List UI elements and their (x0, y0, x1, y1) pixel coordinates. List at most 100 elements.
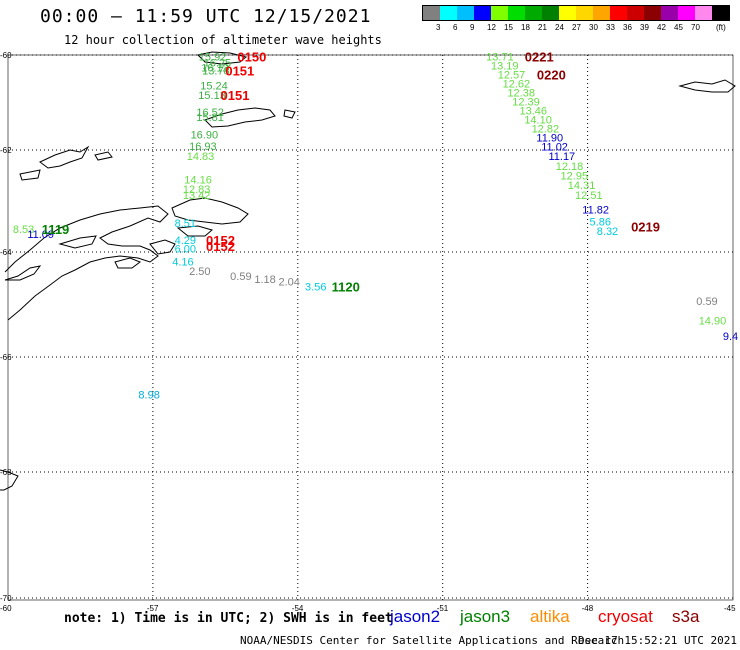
legend-swatch (423, 6, 440, 20)
wave-height-label: 2.04 (278, 276, 299, 288)
pass-time-label: 1119 (42, 222, 69, 237)
wave-height-label: 11.90 (536, 133, 563, 145)
wave-height-label: 5.86 (590, 216, 611, 228)
satellite-legend-s3a: s3a (672, 607, 700, 626)
latitude-label: -66 (0, 353, 12, 362)
legend-tick-label: 33 (606, 23, 615, 32)
wave-height-label: 12.83 (183, 184, 211, 196)
wave-height-label: 12.62 (503, 79, 531, 91)
legend-swatch (491, 6, 508, 20)
legend-tick-label: 21 (538, 23, 547, 32)
latitude-label: -64 (0, 248, 12, 257)
satellite-legend-altika: altika (530, 607, 570, 626)
legend-swatches (422, 5, 730, 21)
legend-swatch (457, 6, 474, 20)
wave-height-label: 12.18 (556, 161, 584, 173)
wave-height-label: 0.59 (696, 296, 717, 308)
legend-labels: 3 6 9 12 15 18 21 24 27 30 33 36 39 42 45 70 (ft) (422, 21, 730, 33)
legend-tick-label: 27 (572, 23, 581, 32)
pass-time-label: 0150 (237, 49, 266, 64)
wave-height-label: 13.42 (183, 190, 211, 202)
legend-swatch (593, 6, 610, 20)
legend-swatch (695, 6, 712, 20)
satellite-legend-jason2: jason2 (390, 607, 441, 626)
legend-tick-label: 9 (470, 23, 475, 32)
legend-swatch (542, 6, 559, 20)
legend-tick-label: 6 (453, 23, 458, 32)
latitude-label: -62 (0, 146, 12, 155)
wave-height-label: 13.19 (491, 60, 519, 72)
coastline-james-ross-island (114, 239, 176, 269)
color-legend: 3 6 9 12 15 18 21 24 27 30 33 36 39 42 45 70 (ft) (422, 5, 730, 33)
coastline-weddell-edge (0, 469, 19, 491)
legend-tick-label: 30 (589, 23, 598, 32)
legend-swatch (559, 6, 576, 20)
wave-height-label: 14.10 (524, 115, 552, 127)
legend-unit: (ft) (716, 23, 726, 32)
legend-tick-label: 70 (691, 23, 700, 32)
wave-height-label: 16.93 (189, 141, 217, 153)
legend-tick-label: 18 (521, 23, 530, 32)
pass-time-label: 1120 (332, 280, 360, 295)
wave-height-label: 12.38 (507, 88, 535, 100)
pass-time-label: 0151 (225, 64, 254, 79)
wave-height-label: 9.4 (723, 331, 738, 343)
footer-timestamp: Dec 17 15:52:21 UTC 2021 (578, 634, 737, 647)
wave-height-label: 8.98 (138, 389, 159, 401)
satellite-legend-cryosat: cryosat (598, 607, 653, 626)
wave-height-label: 14.90 (699, 315, 727, 327)
legend-tick-label: 24 (555, 23, 564, 32)
wave-height-label: 16.25 (204, 58, 232, 70)
legend-swatch (610, 6, 627, 20)
wave-height-label: 16.90 (191, 129, 219, 141)
latitude-label: -70 (0, 594, 12, 603)
legend-swatch (712, 6, 729, 20)
pass-time-label: 0152 (206, 233, 235, 248)
axis-labels: -60-62-64-66-68-70-60 -57 -54 -51 -48 -45 (0, 51, 736, 613)
map-subtitle: 12 hour collection of altimeter wave hei… (64, 33, 382, 47)
wave-height-label: 14.31 (568, 180, 596, 192)
wave-height-label: 8.53 (13, 224, 34, 236)
wave-height-label: 2.50 (189, 266, 210, 278)
coastline-joinville-island (171, 197, 249, 237)
wave-height-label: 15.92 (199, 51, 227, 63)
pass-time-label: 0152 (206, 239, 235, 254)
pass-time-label: 0151 (221, 88, 250, 103)
wave-height-label: 11.82 (582, 205, 609, 217)
pass-time-label: 0220 (537, 67, 566, 82)
satellite-legend-jason3: jason3 (460, 607, 511, 626)
legend-swatch (644, 6, 661, 20)
longitude-label: -51 (437, 604, 449, 613)
legend-swatch (661, 6, 678, 20)
legend-swatch (508, 6, 525, 20)
wave-height-label: 11.17 (548, 151, 575, 163)
wave-height-label: 11.09 (27, 229, 54, 241)
longitude-label: -60 (0, 604, 12, 613)
coastline-antarctic-peninsula (4, 205, 169, 321)
longitude-label: -48 (582, 604, 594, 613)
wave-height-label: 12.95 (561, 171, 589, 183)
legend-swatch (678, 6, 695, 20)
legend-swatch (474, 6, 491, 20)
legend-swatch (440, 6, 457, 20)
wave-height-label: 1.18 (254, 274, 275, 286)
wave-height-label: 14.83 (187, 151, 215, 163)
longitude-label: -57 (147, 604, 159, 613)
map-title: 00:00 – 11:59 UTC 12/15/2021 (40, 6, 372, 27)
wave-height-label: 8.51 (175, 218, 196, 230)
legend-tick-label: 45 (674, 23, 683, 32)
legend-swatch (627, 6, 644, 20)
wave-height-label: 12.82 (532, 124, 560, 136)
longitude-label: -45 (724, 604, 736, 613)
wave-height-label: 12.39 (512, 97, 540, 109)
legend-tick-label: 3 (436, 23, 441, 32)
wave-height-label: 14.16 (184, 175, 212, 187)
coastline-elephant-island (204, 107, 296, 128)
latitude-label: -60 (0, 51, 12, 60)
pass-time-label: 0219 (631, 220, 660, 235)
wave-height-label: 13.46 (519, 106, 547, 118)
wave-height-label: 13.71 (486, 51, 514, 63)
